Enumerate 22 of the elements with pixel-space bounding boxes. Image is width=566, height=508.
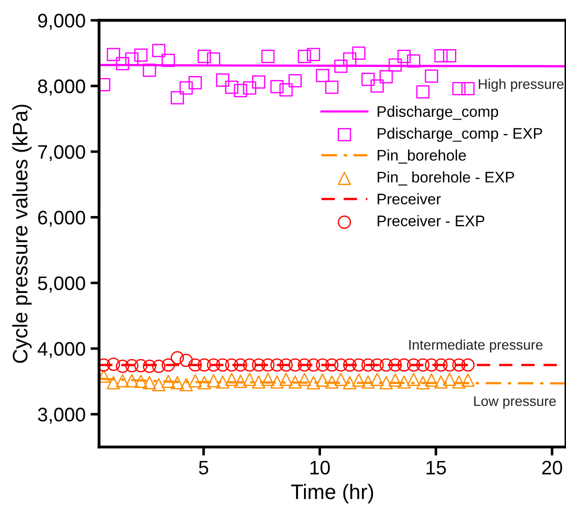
legend-label: Pin_ borehole - EXP — [378, 171, 514, 186]
y-tick-label: 7,000 — [38, 145, 86, 162]
x-tick-label: 20 — [542, 460, 562, 475]
y-tick-label: 8,000 — [38, 79, 86, 96]
annotation: Intermediate pressure — [409, 340, 543, 352]
legend-label: Preceiver — [378, 193, 441, 204]
y-tick-label: 4,000 — [38, 342, 86, 358]
legend-label: Preceiver - EXP — [378, 215, 484, 226]
y-axis-title: Cycle pressure values (kPa) — [12, 104, 32, 363]
x-tick-label: 5 — [198, 460, 208, 475]
annotation: High pressure — [478, 78, 564, 92]
x-tick-label: 10 — [310, 460, 330, 475]
annotation: Low pressure — [474, 396, 556, 409]
y-tick-label: 5,000 — [38, 276, 86, 292]
legend-label: Pdischarge_comp — [378, 106, 498, 120]
legend-label: Pin_borehole — [378, 149, 466, 164]
x-tick-label: 15 — [426, 460, 446, 475]
legend-label: Pdischarge_comp - EXP — [378, 128, 542, 142]
y-tick-label: 6,000 — [38, 210, 86, 227]
x-axis-title: Time (hr) — [291, 484, 374, 504]
y-tick-label: 9,000 — [38, 14, 86, 30]
y-tick-label: 3,000 — [38, 408, 86, 424]
